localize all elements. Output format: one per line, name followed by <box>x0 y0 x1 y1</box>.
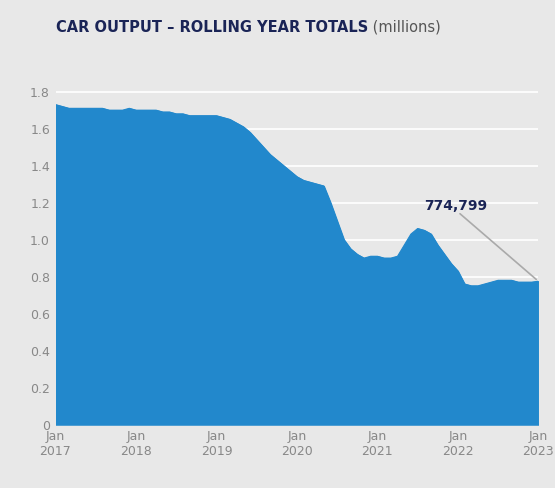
Text: CAR OUTPUT – ROLLING YEAR TOTALS: CAR OUTPUT – ROLLING YEAR TOTALS <box>56 20 368 35</box>
Text: 774,799: 774,799 <box>425 199 487 213</box>
Text: (millions): (millions) <box>368 20 441 35</box>
